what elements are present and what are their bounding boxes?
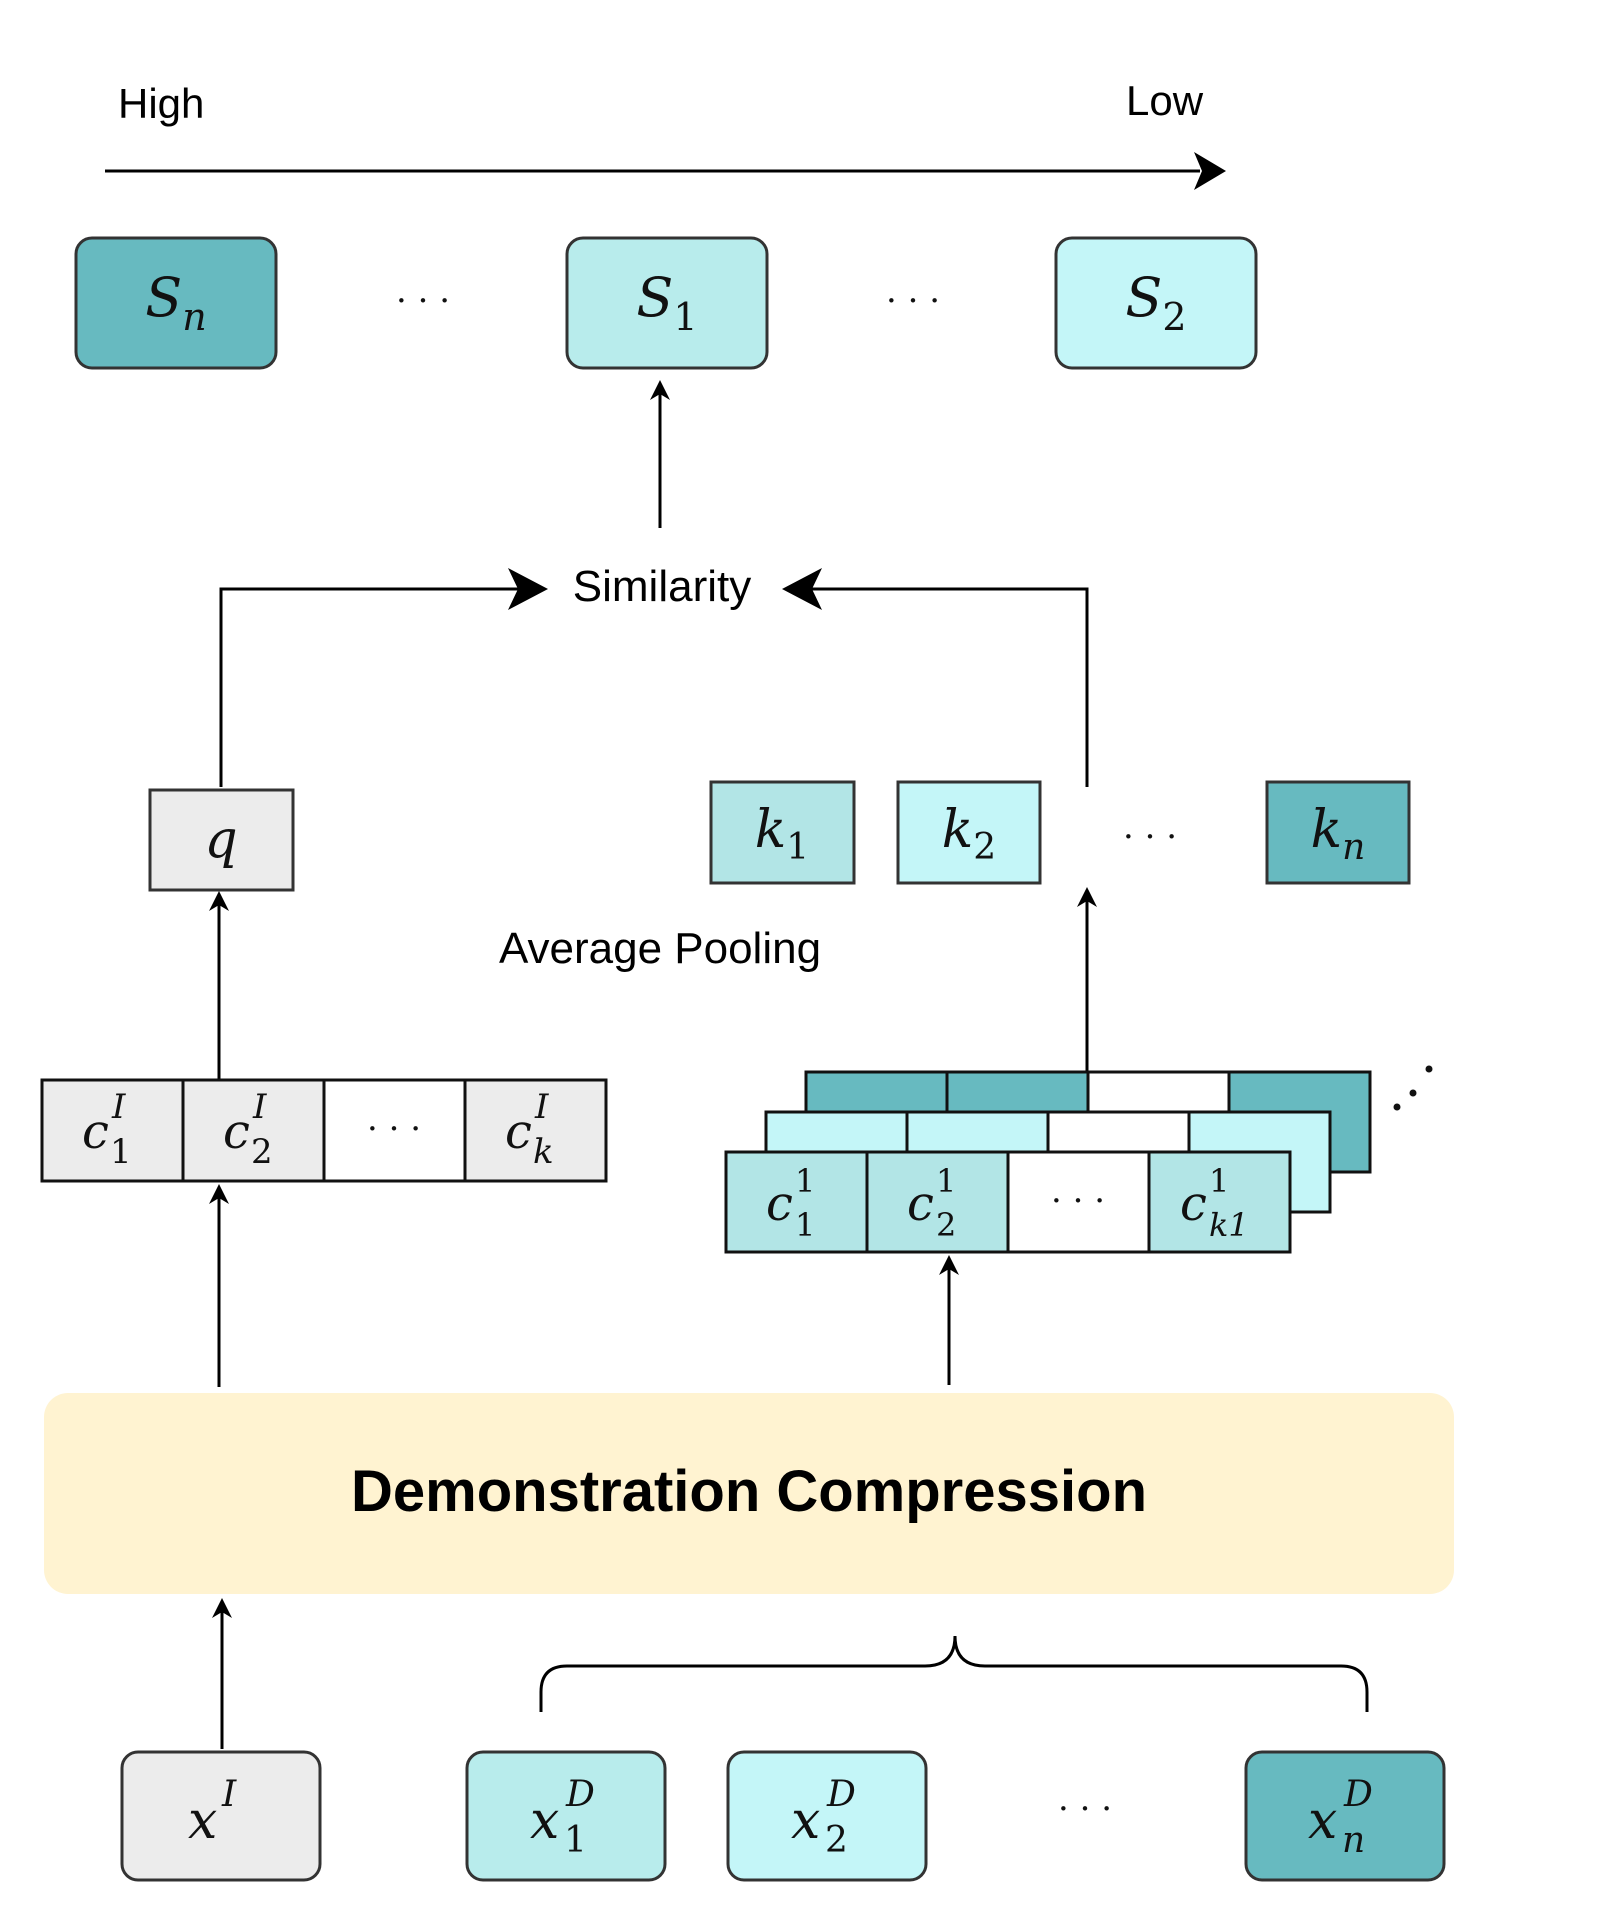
svg-text:D: D (1343, 1774, 1373, 1815)
svg-text:c: c (907, 1176, 934, 1232)
keys-ellipsis: · · · (1123, 817, 1177, 857)
keys-to-similarity-arrow (782, 568, 1089, 787)
demo-input-box-2: x D 2 (726, 1750, 928, 1882)
ranking-axis-arrow (105, 152, 1226, 190)
svg-text:I: I (534, 1087, 549, 1127)
key-box-k1: k1 (709, 780, 856, 885)
svg-text:n: n (1342, 1820, 1365, 1861)
svg-text:1: 1 (936, 1162, 956, 1200)
ranking-box-s1: S1 (565, 236, 769, 370)
demo-input-box-1: x D 1 (465, 1750, 667, 1882)
svg-text:x: x (1308, 1791, 1337, 1851)
key-box-k2: k2 (896, 780, 1042, 885)
svg-text:c: c (505, 1104, 532, 1160)
demo-token-c2: c 1 2 (907, 1162, 956, 1244)
token-layer-front (724, 1150, 1292, 1254)
svg-text:I: I (252, 1087, 267, 1127)
demonstrations-brace (539, 1635, 1369, 1712)
svg-text:1: 1 (795, 1162, 815, 1200)
svg-text:D: D (565, 1774, 595, 1815)
query-input-box: x I (120, 1750, 322, 1882)
svg-text:c: c (82, 1104, 109, 1160)
svg-text:x: x (188, 1791, 217, 1851)
svg-text:2: 2 (825, 1820, 848, 1861)
svg-text:x: x (791, 1791, 820, 1851)
svg-text:1: 1 (564, 1820, 587, 1861)
demo-compressed-token-stack: c 1 1 c 1 2 · · · c 1 k1 (724, 1065, 1433, 1254)
low-label: Low (1126, 77, 1204, 124)
svg-text:c: c (1180, 1176, 1207, 1232)
query-token-ck: c I k (505, 1087, 554, 1172)
svg-text:I: I (111, 1087, 126, 1127)
svg-text:k: k (533, 1132, 554, 1172)
demo-token-ellipsis: · · · (1051, 1181, 1105, 1221)
query-token-ellipsis: · · · (367, 1109, 421, 1149)
svg-text:S1: S1 (636, 266, 697, 339)
stack-continuation-dots (1393, 1065, 1433, 1111)
compression-label: Demonstration Compression (351, 1459, 1147, 1524)
svg-text:k1: k1 (755, 800, 809, 868)
demo-input-box-n: x D n (1244, 1750, 1446, 1882)
svg-text:I: I (221, 1774, 237, 1815)
query-token-c2: c I 2 (223, 1087, 273, 1172)
ranking-box-sn: Sn (74, 236, 278, 370)
query-token-c1: c I 1 (82, 1087, 132, 1172)
ranking-ellipsis-1: · · · (396, 281, 450, 321)
ranking-box-s2: S2 (1054, 236, 1258, 370)
inputs-ellipsis: · · · (1058, 1789, 1112, 1829)
demonstration-compression-block: Demonstration Compression (44, 1393, 1454, 1594)
svg-text:1: 1 (110, 1132, 132, 1172)
svg-text:2: 2 (251, 1132, 273, 1172)
svg-text:k2: k2 (942, 800, 996, 868)
svg-text:q: q (204, 810, 237, 870)
svg-text:c: c (766, 1176, 793, 1232)
svg-text:D: D (826, 1774, 856, 1815)
svg-text:S2: S2 (1125, 266, 1186, 339)
svg-text:2: 2 (936, 1206, 956, 1244)
demo-token-ck1: c 1 k1 (1180, 1162, 1249, 1244)
svg-text:1: 1 (795, 1206, 815, 1244)
svg-text:1: 1 (1209, 1162, 1229, 1200)
svg-text:k1: k1 (1209, 1206, 1249, 1244)
svg-text:Sn: Sn (145, 266, 206, 339)
similarity-label: Similarity (573, 562, 751, 611)
query-to-similarity-arrow (219, 568, 548, 787)
svg-text:c: c (223, 1104, 250, 1160)
svg-text:kn: kn (1311, 800, 1366, 868)
svg-text:x: x (530, 1791, 559, 1851)
query-compressed-tokens: c I 1 c I 2 · · · c I k (40, 1078, 608, 1183)
demo-token-c1: c 1 1 (766, 1162, 815, 1244)
average-pooling-label: Average Pooling (499, 924, 821, 973)
key-box-kn: kn (1265, 780, 1411, 885)
ranking-ellipsis-2: · · · (886, 281, 940, 321)
query-vector-box: q (148, 788, 295, 892)
high-label: High (118, 80, 204, 127)
